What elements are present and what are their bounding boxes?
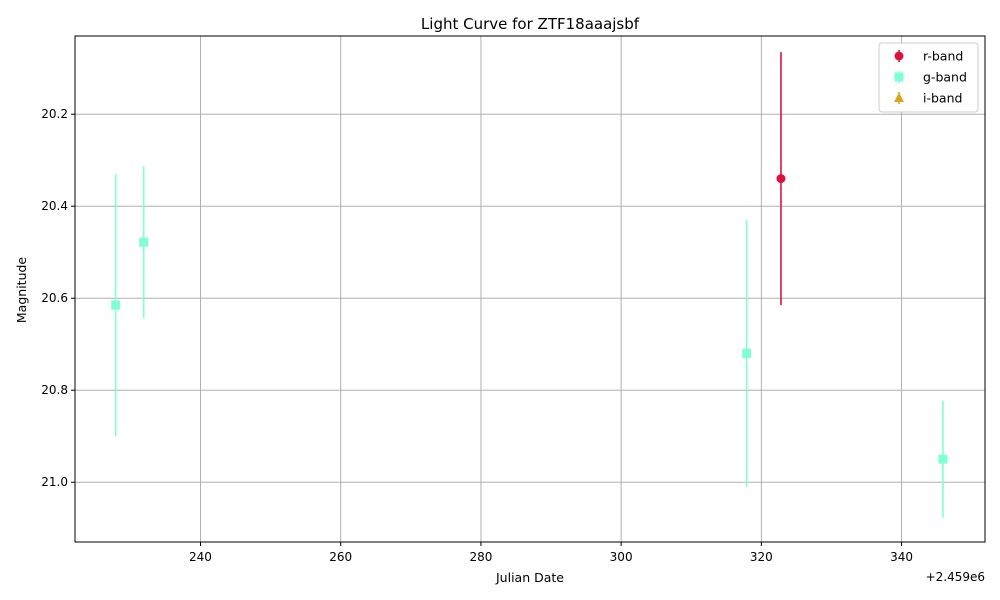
g-band-marker: [111, 300, 121, 310]
x-tick-label: 340: [890, 550, 913, 564]
g-band-marker: [938, 454, 948, 464]
g-band-point: [742, 220, 752, 487]
plot-frame: [74, 35, 986, 543]
legend-label: g-band: [923, 70, 967, 85]
y-tick-label: 20.8: [41, 383, 68, 397]
x-axis-offset-label: +2.459e6: [926, 570, 985, 584]
g-band-point: [139, 166, 149, 318]
legend-item-g-band: g-band: [894, 70, 967, 85]
legend-box: [878, 42, 979, 113]
r-band-marker: [776, 174, 786, 184]
y-tick-label: 20.2: [41, 107, 68, 121]
r-band-point: [776, 52, 786, 306]
legend-item-r-band: r-band: [894, 49, 963, 64]
legend-swatch-marker: [894, 92, 904, 102]
y-tick-label: 21.0: [41, 475, 68, 489]
x-tick-label: 240: [189, 550, 212, 564]
g-band-point: [111, 174, 121, 437]
chart-title: Light Curve for ZTF18aaajsbf: [421, 15, 640, 33]
x-tick-label: 260: [329, 550, 352, 564]
legend-swatch-marker: [894, 72, 904, 82]
legend-item-i-band: i-band: [894, 91, 962, 106]
legend-label: i-band: [923, 91, 962, 106]
x-tick-label: 320: [750, 550, 773, 564]
g-band-marker: [139, 237, 149, 247]
g-band-marker: [742, 348, 752, 358]
y-tick-label: 20.6: [41, 291, 68, 305]
x-axis-label: Julian Date: [495, 570, 564, 585]
grid-lines: [75, 36, 985, 542]
legend-swatch-marker: [894, 51, 904, 61]
data-points: [111, 52, 948, 518]
x-tick-label: 300: [610, 550, 633, 564]
axis-ticks: 240 260 280 300 320 340 20.2 20.4 20.6 20.8 21.0: [41, 107, 913, 564]
y-tick-label: 20.4: [41, 199, 68, 213]
x-tick-label: 280: [469, 550, 492, 564]
g-band-point: [938, 400, 948, 518]
y-axis-label: Magnitude: [14, 257, 29, 324]
legend-label: r-band: [923, 49, 963, 64]
legend: r-band g-band i-band: [878, 42, 979, 113]
